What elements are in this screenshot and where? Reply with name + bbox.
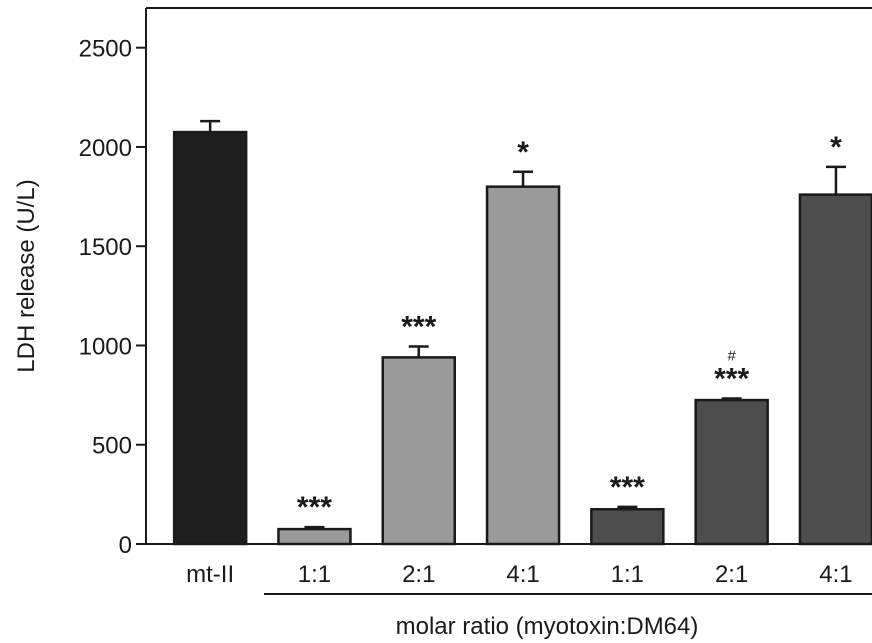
y-axis-title: LDH release (U/L) <box>13 179 40 372</box>
y-tick-label: 1000 <box>79 333 132 360</box>
significance-label: *** <box>401 310 436 343</box>
x-tick-label: 1:1 <box>611 561 644 588</box>
significance-label: *** <box>714 362 749 395</box>
error-bar <box>200 119 221 133</box>
x-tick-label: 4:1 <box>819 561 852 588</box>
error-bar <box>513 170 534 187</box>
y-tick-label: 0 <box>119 532 132 559</box>
x-tick-label: mt-II <box>186 561 234 588</box>
error-bar <box>617 505 638 510</box>
bar <box>590 508 665 546</box>
x-tick-labels: mt-II 1:1 2:1 4:1 1:1 2:1 4:1 <box>186 561 852 588</box>
y-ticks: 0 500 1000 1500 2000 2500 <box>79 36 146 559</box>
y-tick-label: 2000 <box>79 135 132 162</box>
error-bar <box>408 345 429 358</box>
y-tick-label: 2500 <box>79 36 132 63</box>
bar <box>381 356 456 546</box>
y-tick-label: 1500 <box>79 234 132 261</box>
significance-marks: *************#* <box>297 131 842 524</box>
bar <box>694 398 769 546</box>
bar <box>485 185 561 546</box>
error-bar <box>721 397 742 401</box>
bars <box>172 130 872 546</box>
error-bar <box>825 165 846 195</box>
significance-label: *** <box>297 491 332 524</box>
x-tick-label: 4:1 <box>506 561 539 588</box>
bar <box>172 130 248 546</box>
x-tick-label: 2:1 <box>402 561 435 588</box>
x-tick-label: 1:1 <box>298 561 331 588</box>
y-tick-label: 500 <box>92 433 132 460</box>
x-tick-label: 2:1 <box>715 561 748 588</box>
bar <box>798 193 872 546</box>
error-bar <box>304 525 325 530</box>
bar <box>277 527 352 546</box>
significance-label: * <box>517 136 529 169</box>
error-bars <box>200 119 846 530</box>
significance-label: *** <box>610 471 645 504</box>
secondary-significance-label: # <box>727 347 736 364</box>
x-axis-title: molar ratio (myotoxin:DM64) <box>396 613 699 640</box>
significance-label: * <box>830 131 842 164</box>
